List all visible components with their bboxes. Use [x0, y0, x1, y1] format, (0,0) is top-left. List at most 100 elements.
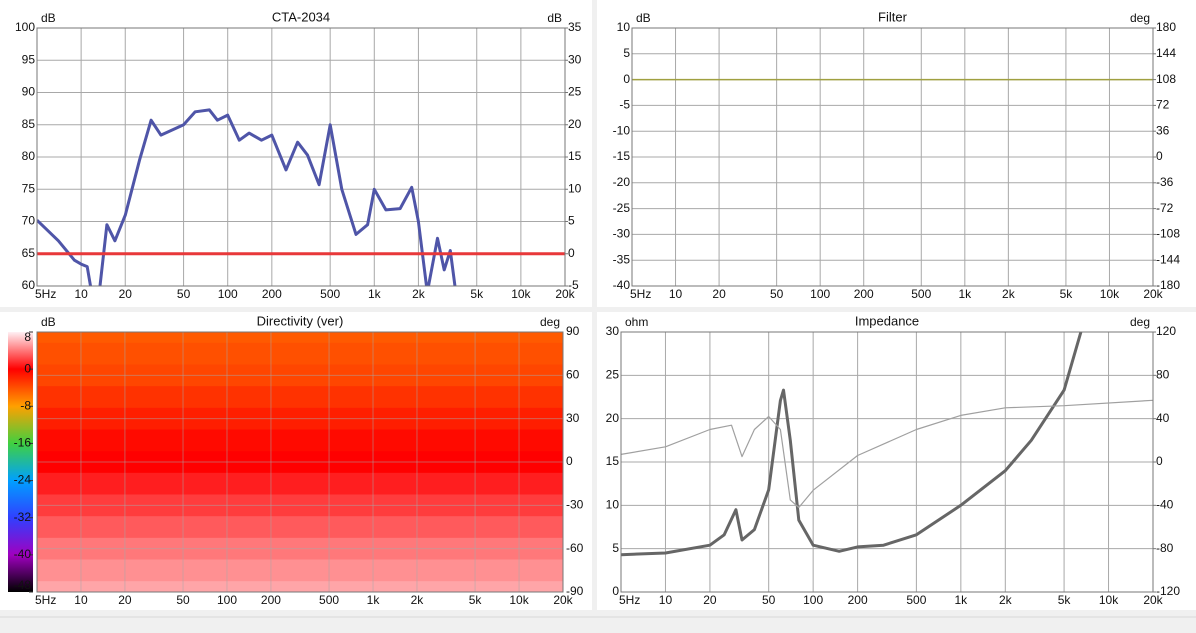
y-tick-label: 30 [606, 324, 620, 338]
y-tick-label: 65 [22, 246, 36, 260]
y2-tick-label: 25 [568, 85, 582, 99]
x-tick-label: 5k [470, 287, 484, 301]
y2-axis-unit: dB [547, 11, 562, 25]
x-tick-label: 500 [906, 593, 926, 607]
y-axis-unit: ohm [625, 315, 648, 329]
heat-cell [37, 429, 563, 452]
colorbar [8, 332, 33, 592]
x-tick-label: 100 [218, 287, 238, 301]
y2-tick-label: 180 [1156, 20, 1176, 34]
x-tick-label: 50 [176, 593, 190, 607]
colorbar-tick-label: 0 [24, 361, 31, 375]
x-tick-label: 100 [803, 593, 823, 607]
x-tick-label: 2k [411, 593, 425, 607]
y2-tick-label: -40 [1156, 498, 1174, 512]
x-tick-label: 10k [511, 287, 531, 301]
y2-tick-label: 40 [1156, 411, 1170, 425]
y-tick-label: 10 [606, 498, 620, 512]
y2-tick-label: -144 [1156, 252, 1180, 266]
x-tick-label: 20 [119, 287, 133, 301]
y2-tick-label: 5 [568, 214, 575, 228]
y-tick-label: 100 [15, 20, 35, 34]
colorbar-label: dB [41, 315, 56, 329]
colorbar-tick-label: -32 [14, 510, 32, 524]
x-tick-label: 500 [319, 593, 339, 607]
y2-tick-label: 108 [1156, 72, 1176, 86]
colorbar-tick-label: -16 [14, 436, 32, 450]
heat-cell [37, 342, 563, 365]
y2-tick-label: -180 [1156, 278, 1180, 292]
y2-tick-label: 36 [1156, 123, 1170, 137]
colorbar-tick-label: -24 [14, 473, 32, 487]
y-axis-unit: deg [540, 315, 560, 329]
y-tick-label: 20 [606, 411, 620, 425]
y2-axis-unit: deg [1130, 11, 1150, 25]
y-tick-label: 60 [22, 278, 36, 292]
y-tick-label: 75 [22, 181, 36, 195]
y2-tick-label: -36 [1156, 175, 1174, 189]
plot-frame [36, 331, 564, 593]
data-line [621, 332, 1083, 557]
y2-tick-label: 0 [1156, 149, 1163, 163]
x-tick-label: 200 [848, 593, 868, 607]
y-tick-label: -35 [613, 252, 631, 266]
y2-axis-unit: deg [1130, 315, 1150, 329]
y-tick-label: -5 [619, 98, 630, 112]
y2-tick-label: 15 [568, 149, 582, 163]
colorbar-tick-label: -48 [14, 578, 32, 592]
x-tick-label: 5Hz [630, 287, 651, 301]
y-tick-label: 5 [612, 541, 619, 555]
x-tick-label: 5k [469, 593, 483, 607]
chart-title: CTA-2034 [272, 9, 330, 24]
y-tick-label: 0 [612, 584, 619, 598]
y2-tick-label: -5 [568, 278, 579, 292]
y-tick-label: 95 [22, 52, 36, 66]
y2-tick-label: 0 [1156, 454, 1163, 468]
y2-tick-label: -120 [1156, 584, 1180, 598]
heat-cell [37, 559, 563, 582]
x-tick-label: 1k [958, 287, 972, 301]
y-tick-label: -25 [613, 201, 631, 215]
y-tick-label: 90 [566, 324, 580, 338]
plot-frame [631, 27, 1154, 287]
x-tick-label: 20k [1143, 593, 1163, 607]
x-tick-label: 10k [509, 593, 529, 607]
heat-cell [37, 472, 563, 495]
heat-cell [37, 386, 563, 409]
x-tick-label: 20 [703, 593, 717, 607]
y-tick-label: 85 [22, 117, 36, 131]
x-tick-label: 10 [74, 593, 88, 607]
y-tick-label: 70 [22, 214, 36, 228]
y-tick-label: 90 [22, 85, 36, 99]
x-tick-label: 20 [712, 287, 726, 301]
y2-tick-label: 80 [1156, 368, 1170, 382]
y2-tick-label: -72 [1156, 201, 1174, 215]
x-tick-label: 10k [1099, 593, 1119, 607]
y2-tick-label: 144 [1156, 46, 1176, 60]
x-tick-label: 50 [770, 287, 784, 301]
x-tick-label: 200 [854, 287, 874, 301]
y2-tick-label: 30 [568, 52, 582, 66]
series-group [621, 332, 1153, 557]
y-tick-label: -60 [566, 541, 584, 555]
heat-cell [37, 332, 563, 344]
series-group [37, 108, 565, 286]
y-tick-label: 0 [623, 72, 630, 86]
y2-tick-label: 72 [1156, 98, 1170, 112]
y2-tick-label: -108 [1156, 227, 1180, 241]
y-tick-label: 0 [566, 454, 573, 468]
y2-tick-label: 35 [568, 20, 582, 34]
y-tick-label: -40 [613, 278, 631, 292]
x-tick-label: 2k [1002, 287, 1016, 301]
plot-frame [620, 331, 1154, 593]
heat-cell [37, 516, 563, 539]
y-tick-label: 60 [566, 368, 580, 382]
y-axis-unit: dB [636, 11, 651, 25]
x-tick-label: 1k [955, 593, 969, 607]
heat-cell [37, 581, 563, 592]
x-tick-label: 1k [367, 593, 381, 607]
y-tick-label: -30 [613, 227, 631, 241]
x-tick-label: 50 [177, 287, 191, 301]
chart-title: Filter [878, 9, 908, 24]
